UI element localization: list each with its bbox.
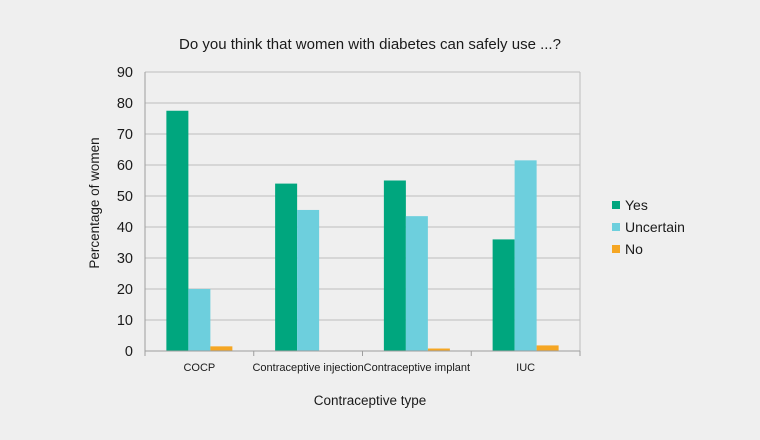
bar-yes-4: [492, 239, 515, 351]
legend-label-uncertain: Uncertain: [625, 219, 685, 235]
x-tick-label: COCP: [183, 362, 215, 374]
y-tick-label: 70: [117, 127, 133, 143]
y-tick-label: 0: [125, 344, 133, 360]
legend-swatch-no: [612, 245, 620, 253]
bars: [166, 110, 559, 351]
x-tick-label: Contraceptive injection: [252, 362, 363, 374]
x-tick-label: Contraceptive implant: [364, 362, 470, 374]
y-tick-label: 80: [117, 96, 133, 112]
y-tick-label: 30: [117, 251, 133, 267]
legend-swatch-uncertain: [612, 223, 620, 231]
x-tick-label: IUC: [516, 362, 535, 374]
bar-no-1: [210, 346, 233, 351]
legend-label-no: No: [625, 241, 643, 257]
bar-yes-2: [275, 183, 298, 351]
bar-yes-3: [383, 180, 406, 351]
y-axis-ticks: 0 10 20 30 40 50 60 70 80 90: [117, 65, 133, 360]
y-axis-label: Percentage of women: [87, 137, 102, 268]
bar-uncertain-3: [405, 216, 428, 351]
bar-no-4: [536, 345, 559, 351]
x-axis-label: Contraceptive type: [314, 393, 427, 408]
bar-yes-1: [166, 110, 189, 351]
x-axis: [144, 350, 581, 356]
bar-uncertain-2: [297, 209, 320, 351]
y-tick-label: 40: [117, 220, 133, 236]
legend-label-yes: Yes: [625, 197, 648, 213]
bar-uncertain-4: [514, 160, 537, 351]
y-tick-label: 90: [117, 65, 133, 81]
legend-swatch-yes: [612, 201, 620, 209]
y-tick-label: 60: [117, 158, 133, 174]
bar-uncertain-1: [188, 289, 211, 351]
y-tick-label: 10: [117, 313, 133, 329]
legend: Yes Uncertain No: [612, 197, 685, 257]
gridlines: [144, 71, 581, 351]
y-tick-label: 50: [117, 189, 133, 205]
x-axis-ticks: COCP Contraceptive injection Contraceptive…: [183, 362, 535, 374]
bar-no-3: [427, 348, 450, 351]
chart-title: Do you think that women with diabetes ca…: [179, 36, 561, 53]
y-tick-label: 20: [117, 282, 133, 298]
